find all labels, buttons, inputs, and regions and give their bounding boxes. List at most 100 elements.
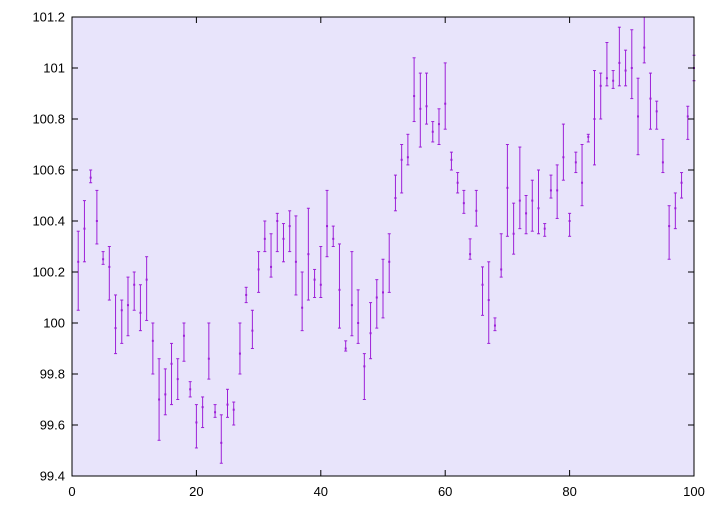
data-point [513,233,515,235]
data-point [407,156,409,158]
data-point [668,225,670,227]
data-point [382,291,384,293]
data-point [482,284,484,286]
data-point [506,187,508,189]
x-tick-label: 80 [562,484,576,499]
data-point [171,363,173,365]
data-point [600,85,602,87]
data-point [475,210,477,212]
data-point [183,335,185,337]
data-point [444,103,446,105]
data-point [531,200,533,202]
data-point [301,307,303,309]
data-point [108,266,110,268]
x-tick-label: 60 [438,484,452,499]
data-point [320,284,322,286]
data-point [419,108,421,110]
data-point [500,268,502,270]
y-tick-label: 99.4 [40,469,65,484]
data-point [581,182,583,184]
data-point [370,332,372,334]
data-point [593,118,595,120]
data-point [90,177,92,179]
data-point [133,284,135,286]
data-point [550,189,552,191]
data-point [394,197,396,199]
y-tick-label: 100.2 [32,265,65,280]
data-point [332,238,334,240]
y-tick-label: 101.2 [32,10,65,25]
data-point [77,261,79,263]
data-point [612,80,614,82]
data-point [649,98,651,100]
data-point [314,279,316,281]
data-point [463,202,465,204]
data-point [282,238,284,240]
data-point [214,411,216,413]
y-tick-label: 100.8 [32,112,65,127]
data-point [121,309,123,311]
data-point [376,297,378,299]
data-point [457,182,459,184]
data-point [631,67,633,69]
y-tick-label: 100.4 [32,214,65,229]
data-point [289,225,291,227]
data-point [363,365,365,367]
data-point [326,225,328,227]
data-point [102,258,104,260]
data-point [264,238,266,240]
data-point [189,388,191,390]
data-point [115,327,117,329]
data-point [401,159,403,161]
y-tick-label: 99.8 [40,367,65,382]
data-point [233,409,235,411]
y-tick-label: 101 [43,61,65,76]
data-point [450,159,452,161]
data-point [575,161,577,163]
data-point [208,358,210,360]
data-point [643,47,645,49]
data-point [139,312,141,314]
data-point [158,399,160,401]
data-point [127,304,129,306]
data-point [587,136,589,138]
data-point [426,105,428,107]
data-point [569,220,571,222]
data-point [239,353,241,355]
data-point [146,279,148,281]
data-point [258,268,260,270]
data-point [164,393,166,395]
data-point [245,294,247,296]
data-point [345,348,347,350]
y-tick-label: 100 [43,316,65,331]
data-point [687,115,689,117]
data-point [538,207,540,209]
data-point [83,228,85,230]
x-tick-label: 40 [314,484,328,499]
data-point [152,340,154,342]
data-point [270,266,272,268]
y-tick-label: 99.6 [40,418,65,433]
data-point [413,95,415,97]
data-point [388,261,390,263]
data-point [469,253,471,255]
data-point [220,442,222,444]
x-tick-label: 100 [683,484,705,499]
data-point [251,330,253,332]
data-point [276,220,278,222]
data-point [338,289,340,291]
y-tick-label: 100.6 [32,163,65,178]
data-point [177,378,179,380]
data-point [96,220,98,222]
data-point [525,212,527,214]
x-tick-label: 0 [68,484,75,499]
data-point [618,62,620,64]
data-point [674,207,676,209]
data-point [625,70,627,72]
data-point [202,406,204,408]
data-point [544,228,546,230]
data-point [637,115,639,117]
data-point [656,110,658,112]
data-point [556,189,558,191]
